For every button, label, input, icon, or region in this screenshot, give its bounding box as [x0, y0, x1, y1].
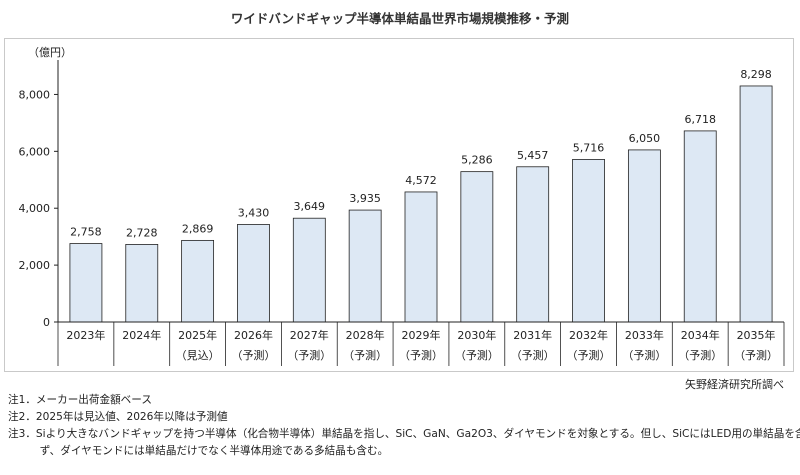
- axes: [57, 60, 784, 323]
- bar: [348, 209, 382, 323]
- x-tick-sublabel: （予測）: [567, 348, 611, 362]
- x-tick-label: 2031年: [513, 328, 552, 342]
- bar: [292, 217, 326, 323]
- x-tick-sublabel: （予測）: [231, 348, 275, 362]
- x-tick-label: 2029年: [402, 328, 441, 342]
- x-tick-label: 2024年: [122, 328, 161, 342]
- x-tick-label: 2032年: [569, 328, 608, 342]
- x-tick-label: 2025年: [178, 328, 217, 342]
- x-tick-sublabel: （予測）: [511, 348, 555, 362]
- chart-title: ワイドバンドギャップ半導体単結晶世界市場規模推移・予測: [230, 11, 570, 26]
- bar: [181, 239, 215, 323]
- source-credit: 矢野経済研究所調べ: [685, 378, 784, 391]
- y-axis-unit-label: （億円）: [28, 46, 72, 59]
- x-tick-sublabel: （予測）: [343, 348, 387, 362]
- y-tick-label: 2,000: [19, 259, 51, 272]
- footnote-3: 注3．Siより大きなバンドギャップを持つ半導体（化合物半導体）単結晶を指し、Si…: [8, 428, 800, 440]
- bar: [516, 166, 550, 323]
- x-tick-sublabel: （見込）: [176, 349, 220, 362]
- x-tick-sublabel: （予測）: [734, 348, 778, 362]
- y-tick-label: 8,000: [19, 88, 51, 101]
- data-label: 6,718: [684, 113, 716, 126]
- x-tick-label: 2034年: [681, 328, 720, 342]
- data-label: 5,286: [461, 154, 493, 167]
- y-tick-label: 0: [43, 316, 50, 329]
- data-label: 6,050: [629, 132, 661, 145]
- footnote-1: 注1．メーカー出荷金額ベース: [8, 394, 152, 406]
- x-tick-label: 2027年: [290, 328, 329, 342]
- x-tick-label: 2023年: [66, 328, 105, 342]
- data-labels: 2,758 2,728 2,869 3,430 3,649 3,935 4,572 5,286…: [70, 68, 772, 239]
- bar: [404, 191, 438, 323]
- data-label: 3,935: [349, 192, 381, 205]
- data-label: 3,649: [294, 200, 326, 213]
- data-label: 5,457: [517, 149, 549, 162]
- bar: [627, 149, 661, 323]
- bar: [237, 224, 270, 323]
- x-tick-sublabel: （予測）: [622, 348, 666, 362]
- bars: [69, 85, 773, 323]
- footnote-2: 注2．2025年は見込値、2026年以降は予測値: [8, 411, 228, 423]
- data-label: 2,758: [70, 226, 102, 239]
- y-axis-ticks: 0 2,000 4,000 6,000 8,000: [19, 88, 58, 329]
- x-tick-sublabel: （予測）: [678, 348, 722, 362]
- footnotes: 注1．メーカー出荷金額ベース 注2．2025年は見込値、2026年以降は予測値 …: [8, 392, 800, 460]
- data-label: 5,716: [573, 141, 605, 154]
- footnote-3-continued: ず、ダイヤモンドには単結晶だけでなく半導体用途である多結晶も含む。: [8, 445, 389, 457]
- bar: [460, 171, 494, 323]
- y-tick-label: 4,000: [19, 202, 51, 215]
- bar: [125, 244, 159, 323]
- bar: [69, 243, 103, 323]
- data-label: 2,728: [126, 226, 158, 239]
- data-label: 4,572: [405, 174, 437, 187]
- x-tick-sublabel: （予測）: [287, 348, 331, 362]
- y-tick-label: 6,000: [19, 145, 51, 158]
- bar: [739, 85, 773, 323]
- bar: [683, 130, 717, 323]
- x-tick-label: 2026年: [234, 328, 273, 342]
- data-label: 3,430: [238, 206, 270, 219]
- x-tick-sublabel: （予測）: [399, 348, 443, 362]
- bar: [572, 159, 605, 323]
- chart-panel: [4, 38, 794, 372]
- x-tick-label: 2035年: [737, 328, 776, 342]
- x-axis-labels: 2023年 2024年 2025年 （見込） 2026年 （予測） 2027年 （予測） 202…: [57, 322, 785, 366]
- data-label: 8,298: [740, 68, 772, 81]
- x-tick-label: 2030年: [457, 328, 496, 342]
- x-tick-label: 2033年: [625, 328, 664, 342]
- x-tick-label: 2028年: [346, 328, 385, 342]
- data-label: 2,869: [182, 222, 214, 235]
- x-tick-sublabel: （予測）: [455, 348, 499, 362]
